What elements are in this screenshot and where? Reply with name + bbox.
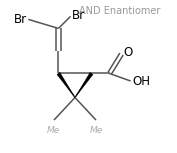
Text: Br: Br: [14, 13, 27, 26]
Polygon shape: [75, 73, 93, 97]
Text: Me: Me: [47, 126, 60, 135]
Text: Br: Br: [72, 9, 85, 22]
Text: O: O: [123, 46, 132, 59]
Polygon shape: [57, 73, 75, 97]
Text: OH: OH: [133, 75, 151, 88]
Text: AND Enantiomer: AND Enantiomer: [79, 6, 161, 16]
Text: Me: Me: [90, 126, 103, 135]
